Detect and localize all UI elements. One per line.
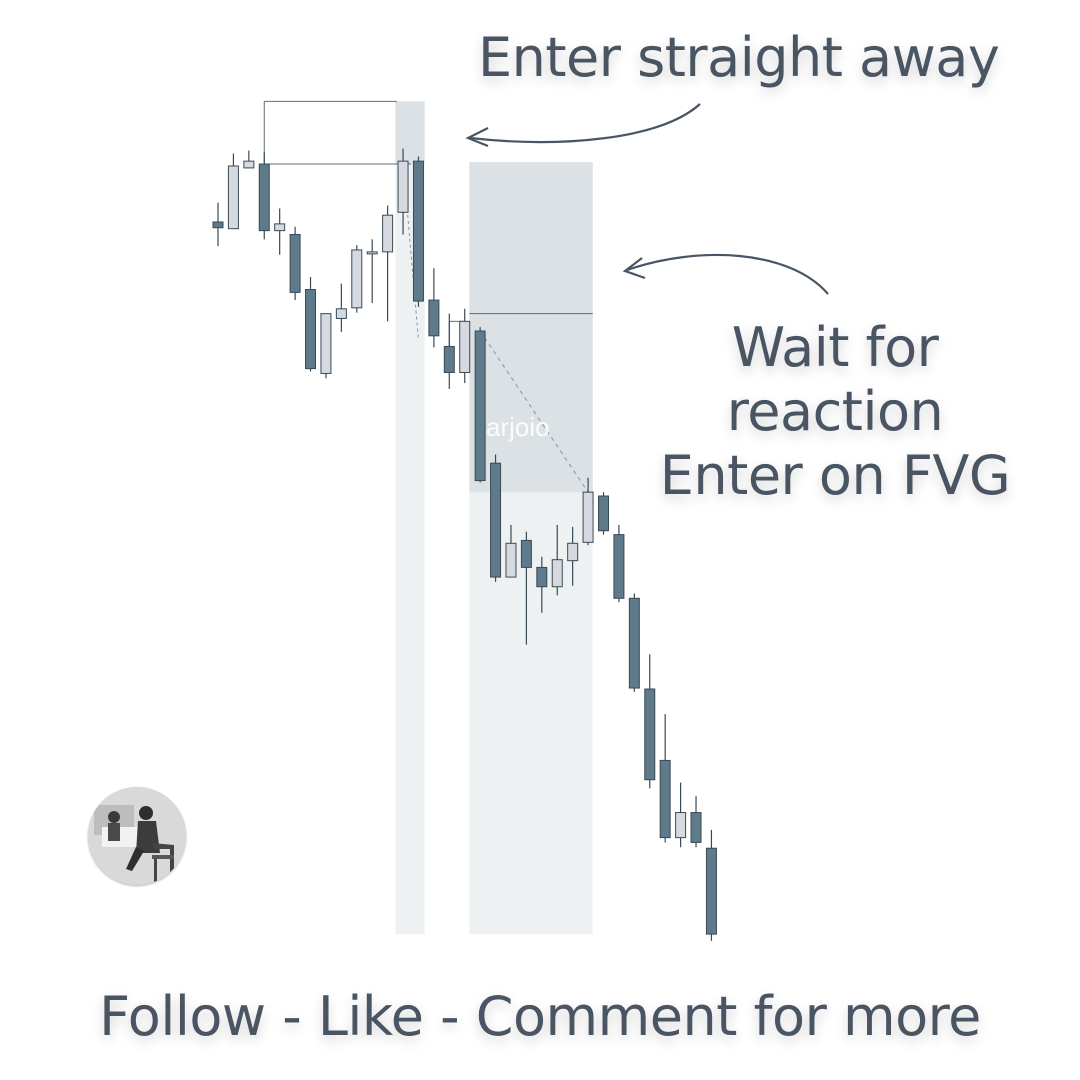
candle (628, 593, 640, 692)
candle (582, 477, 594, 546)
bullish-candle-body (582, 491, 594, 543)
bearish-candle-body (443, 345, 455, 373)
candle (243, 150, 255, 169)
candle (536, 556, 548, 613)
candle (382, 205, 394, 322)
fvg-zone-shaded (469, 162, 593, 493)
bullish-candle-body (459, 320, 471, 373)
avatar-photo-icon (88, 787, 186, 885)
candle (505, 524, 517, 578)
arrow-head-fvg-zone (622, 257, 646, 280)
candle (567, 526, 579, 586)
bearish-candle-body (212, 221, 224, 229)
bullish-candle-body (351, 249, 363, 309)
bearish-candle-body (258, 163, 270, 232)
bearish-candle-body (289, 233, 301, 293)
candle (320, 313, 332, 379)
first-entry-zone-shaded (395, 101, 425, 165)
candle (644, 654, 656, 789)
bearish-candle-body (428, 299, 440, 337)
bearish-candle-body (613, 534, 625, 599)
wait-label-line-2: Enter on FVG (659, 444, 1011, 507)
candle (258, 152, 270, 240)
bearish-candle-body (536, 566, 548, 588)
bearish-candle-body (628, 597, 640, 689)
candle (690, 796, 702, 848)
bullish-candle-body (243, 160, 255, 169)
dashed-connector-2 (479, 330, 589, 493)
candle (289, 226, 301, 301)
candle (520, 531, 532, 645)
candle (397, 148, 409, 235)
bearish-candle-body (305, 289, 317, 370)
candle (351, 245, 363, 313)
candle (412, 156, 424, 307)
candle (613, 524, 625, 603)
bullish-candle-body (567, 542, 579, 562)
bearish-candle-body (520, 539, 532, 568)
wait-label-line-1: Wait for reaction (726, 316, 944, 443)
arrow-head-first-zone (465, 127, 489, 148)
bearish-candle-body (644, 688, 656, 781)
bearish-candle-body (474, 330, 486, 482)
bullish-candle-body (397, 160, 409, 213)
bullish-candle-body (382, 214, 394, 253)
annotation-arrows (465, 103, 829, 295)
watermark-text: arjoio (486, 412, 550, 442)
bearish-candle-body (490, 462, 502, 578)
arrow-to-fvg-zone (626, 253, 829, 295)
candle (227, 153, 239, 230)
candle (212, 202, 224, 247)
bullish-candle-body (675, 812, 687, 839)
candle (490, 454, 502, 582)
candle (428, 268, 440, 348)
candle (443, 313, 455, 389)
bullish-candle-body (335, 308, 347, 319)
bullish-candle-body (320, 313, 332, 374)
candle (305, 276, 317, 372)
candle (551, 524, 563, 596)
bullish-candle-body (274, 223, 286, 232)
bearish-candle-body (598, 495, 609, 532)
enter-straight-away-label: Enter straight away (478, 26, 1000, 89)
candle (659, 714, 671, 843)
bearish-candle-body (412, 160, 424, 302)
bullish-candle-body (551, 559, 563, 588)
candle (335, 283, 347, 332)
candle (274, 208, 286, 255)
bullish-candle-body (505, 542, 517, 578)
candle (675, 782, 687, 848)
bullish-candle-body (227, 165, 239, 230)
avatar[interactable] (88, 787, 186, 885)
candle (459, 308, 471, 384)
candles-layer (212, 148, 717, 941)
bearish-candle-body (690, 812, 702, 843)
follow-like-comment-footer: Follow - Like - Comment for more (99, 985, 981, 1048)
candle (598, 492, 609, 535)
candle (366, 239, 378, 304)
bearish-candle-body (659, 759, 671, 839)
candle (474, 327, 486, 483)
arrow-to-first-zone (469, 103, 701, 144)
bearish-candle-body (705, 847, 717, 935)
bullish-candle-body (366, 251, 378, 255)
candle (705, 829, 717, 941)
wait-for-reaction-label: Wait for reaction Enter on FVG (620, 316, 1050, 508)
